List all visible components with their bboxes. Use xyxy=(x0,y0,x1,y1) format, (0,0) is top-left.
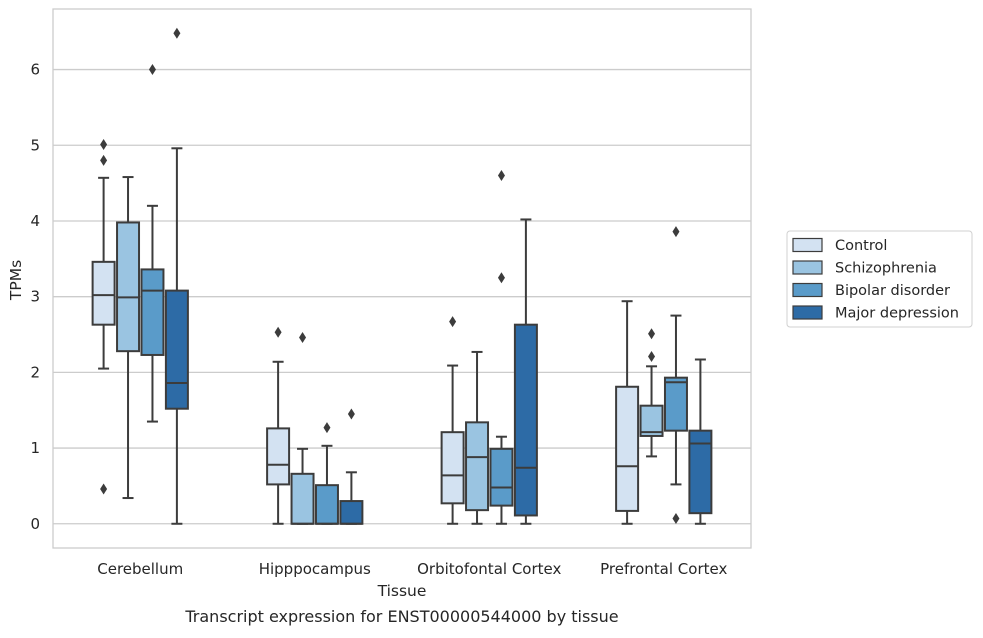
box-bipolar-disorder xyxy=(140,64,165,423)
legend-swatch xyxy=(792,282,823,298)
box-iqr xyxy=(290,472,315,525)
figure-caption: Transcript expression for ENST0000054400… xyxy=(184,607,618,626)
outlier-point xyxy=(148,64,156,76)
y-tick-label: 0 xyxy=(30,515,40,533)
box-iqr xyxy=(339,500,364,525)
box-major-depression xyxy=(339,408,364,525)
box-series-layer xyxy=(91,27,713,525)
outlier-point xyxy=(449,316,457,328)
chart-legend: Control Schizophrenia Bipolar disorder Majo… xyxy=(786,230,973,328)
y-tick-label: 3 xyxy=(30,288,40,306)
outlier-point xyxy=(648,350,656,362)
box-iqr xyxy=(91,260,116,326)
box-iqr xyxy=(266,427,291,486)
outlier-point xyxy=(672,226,680,238)
outlier-point xyxy=(100,483,108,495)
y-axis-ticks: 0 1 2 3 4 5 6 xyxy=(30,61,40,533)
box-iqr xyxy=(465,421,490,512)
box-bipolar-disorder xyxy=(489,170,514,525)
box-control xyxy=(266,326,291,525)
box-iqr xyxy=(116,221,141,353)
outlier-point xyxy=(323,422,331,434)
plot-area-frame xyxy=(52,8,752,549)
box-iqr xyxy=(663,376,688,432)
x-tick-label: Hipppocampus xyxy=(259,560,371,578)
outlier-point xyxy=(100,154,108,166)
box-control xyxy=(615,300,640,525)
y-tick-label: 1 xyxy=(30,439,40,457)
legend-label: Bipolar disorder xyxy=(835,283,950,299)
y-axis-label: TPMs xyxy=(7,260,25,301)
outlier-point xyxy=(100,139,108,151)
outlier-point xyxy=(648,328,656,340)
legend-label: Control xyxy=(835,238,887,254)
legend-swatch xyxy=(792,260,823,275)
box-major-depression xyxy=(164,27,189,525)
legend-swatch xyxy=(792,305,823,320)
x-tick-label: Orbitofontal Cortex xyxy=(417,560,561,578)
outlier-point xyxy=(497,170,505,182)
y-tick-label: 6 xyxy=(30,61,40,79)
outlier-point xyxy=(672,512,680,524)
box-control xyxy=(440,316,465,525)
x-tick-label: Cerebellum xyxy=(97,560,183,578)
x-axis-ticks: Cerebellum Hipppocampus Orbitofontal Corte… xyxy=(97,560,727,578)
box-major-depression xyxy=(688,358,713,525)
outlier-point xyxy=(347,408,355,420)
box-iqr xyxy=(140,268,165,356)
legend-label: Major depression xyxy=(835,306,959,322)
box-schizophrenia xyxy=(290,332,315,525)
x-tick-label: Prefrontal Cortex xyxy=(600,560,727,578)
box-iqr xyxy=(164,289,189,410)
box-schizophrenia xyxy=(465,350,490,525)
box-iqr xyxy=(314,484,339,525)
y-tick-label: 5 xyxy=(30,136,40,154)
box-iqr xyxy=(688,429,713,515)
box-schizophrenia xyxy=(116,176,141,500)
outlier-point xyxy=(497,272,505,284)
box-major-depression xyxy=(513,218,538,525)
legend-swatch xyxy=(792,237,823,253)
x-axis-label: Tissue xyxy=(377,582,427,600)
outlier-point xyxy=(274,326,282,338)
legend-frame xyxy=(786,230,973,328)
box-iqr xyxy=(639,404,664,437)
box-schizophrenia xyxy=(639,328,664,458)
box-iqr xyxy=(489,447,514,507)
outlier-point xyxy=(173,27,181,39)
y-tick-label: 2 xyxy=(30,363,40,381)
box-iqr xyxy=(513,323,538,517)
y-tick-label: 4 xyxy=(30,212,40,230)
box-iqr xyxy=(440,431,465,505)
box-control xyxy=(91,139,116,495)
legend-label: Schizophrenia xyxy=(835,261,937,277)
box-bipolar-disorder xyxy=(314,422,339,525)
box-bipolar-disorder xyxy=(663,226,688,524)
box-iqr xyxy=(615,385,640,512)
outlier-point xyxy=(299,332,307,344)
